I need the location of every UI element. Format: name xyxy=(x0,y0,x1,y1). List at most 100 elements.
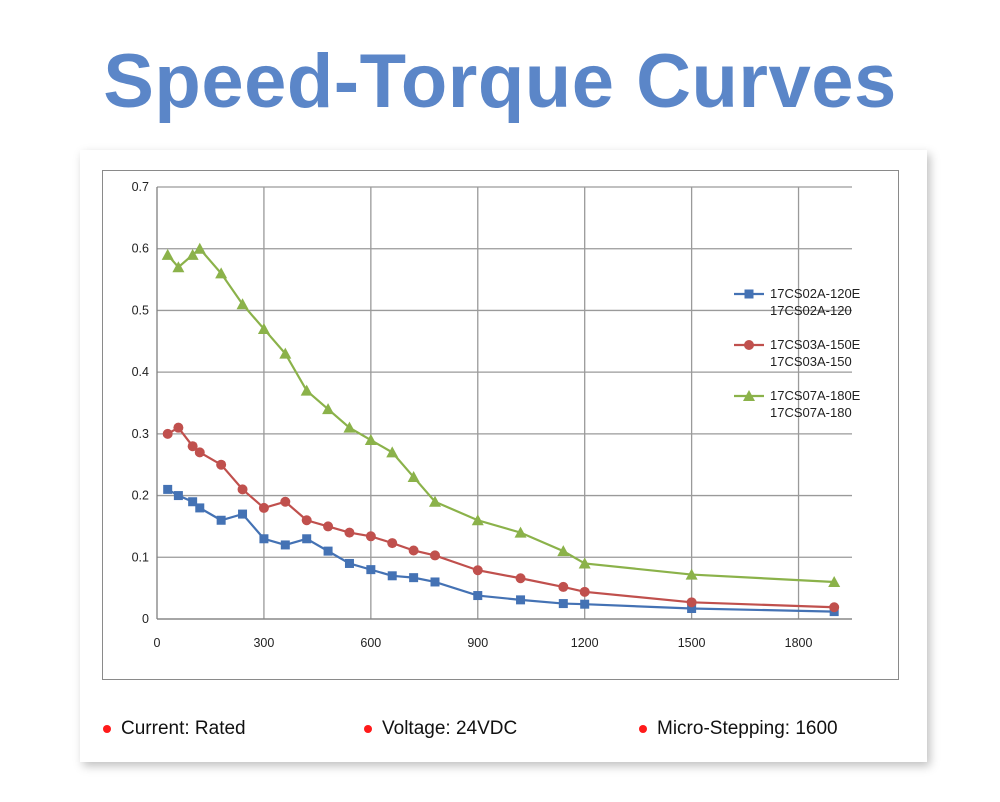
data-point-series-3 xyxy=(322,403,335,415)
data-point-series-2 xyxy=(194,447,205,458)
data-point-series-3 xyxy=(429,495,441,507)
data-point-series-3 xyxy=(407,471,420,483)
data-point-series-3 xyxy=(172,261,185,273)
data-point-series-3 xyxy=(300,384,313,396)
data-point-series-1 xyxy=(280,540,290,550)
data-point-series-2 xyxy=(162,428,173,439)
data-point-series-1 xyxy=(687,604,697,614)
data-point-series-1 xyxy=(323,546,333,556)
data-point-series-3 xyxy=(514,526,527,538)
data-point-series-2 xyxy=(344,527,355,538)
legend-marker xyxy=(743,390,755,401)
data-point-series-1 xyxy=(302,534,312,544)
data-point-series-1 xyxy=(216,515,226,525)
bullet-icon xyxy=(103,725,111,733)
data-point-series-2 xyxy=(430,550,440,561)
x-tick-label: 600 xyxy=(360,636,381,650)
data-point-series-1 xyxy=(238,509,248,519)
chart-frame xyxy=(102,170,899,680)
data-point-series-1 xyxy=(259,534,269,544)
conditions-notes: Current: Rated Voltage: 24VDC Micro-Step… xyxy=(0,718,1000,748)
legend-label: 17CS07A-180E xyxy=(770,388,861,403)
data-point-series-1 xyxy=(580,599,590,609)
x-tick-label: 0 xyxy=(154,636,161,650)
data-point-series-2 xyxy=(515,573,526,584)
data-point-series-1 xyxy=(188,497,198,507)
note-microstepping-label: Micro-Stepping: 1600 xyxy=(657,718,838,739)
y-tick-label: 0.1 xyxy=(132,550,149,564)
data-point-series-3 xyxy=(578,557,591,569)
legend-label: 17CS07A-180 xyxy=(770,405,852,420)
data-point-series-3 xyxy=(193,242,206,254)
speed-torque-chart: 0 0.1 0.2 0.3 0.4 0.5 0.6 0.7 0 300 600 900 1200 1500… xyxy=(132,180,861,650)
note-current-label: Current: Rated xyxy=(121,718,246,739)
data-point-series-1 xyxy=(163,484,173,494)
data-point-series-3 xyxy=(186,248,199,260)
data-point-series-1 xyxy=(195,503,205,513)
series-line-3 xyxy=(166,247,835,584)
note-voltage: Voltage: 24VDC xyxy=(364,718,517,740)
note-current: Current: Rated xyxy=(103,718,246,740)
data-point-series-2 xyxy=(301,515,312,526)
legend-marker xyxy=(744,289,754,299)
legend-label: 17CS03A-150E xyxy=(770,337,861,352)
legend-label: 17CS02A-120E xyxy=(770,286,861,301)
data-point-series-2 xyxy=(472,565,483,576)
data-point-series-3 xyxy=(343,421,356,433)
data-point-series-3 xyxy=(685,568,698,580)
data-point-series-2 xyxy=(408,545,419,556)
x-tick-label: 1500 xyxy=(678,636,706,650)
data-point-series-3 xyxy=(279,347,292,359)
x-tick-label: 1800 xyxy=(785,636,813,650)
x-tick-label: 1200 xyxy=(571,636,599,650)
data-point-series-2 xyxy=(323,521,334,532)
legend-marker xyxy=(744,340,754,350)
data-point-series-2 xyxy=(365,531,376,542)
y-tick-label: 0 xyxy=(142,612,149,626)
note-voltage-label: Voltage: 24VDC xyxy=(382,718,518,739)
data-point-series-1 xyxy=(473,591,483,601)
legend-label: 17CS03A-150 xyxy=(770,354,852,369)
data-point-series-1 xyxy=(430,577,440,587)
data-point-series-2 xyxy=(280,496,291,507)
data-point-series-2 xyxy=(237,484,248,495)
data-point-series-3 xyxy=(161,248,174,260)
y-tick-label: 0.4 xyxy=(132,365,149,379)
x-tick-label: 300 xyxy=(253,636,274,650)
x-tick-label: 900 xyxy=(467,636,488,650)
data-point-series-1 xyxy=(387,571,397,581)
data-point-series-3 xyxy=(557,545,570,557)
data-point-series-2 xyxy=(579,586,590,597)
y-tick-label: 0.2 xyxy=(132,489,149,503)
y-tick-label: 0.7 xyxy=(132,180,149,194)
y-tick-label: 0.3 xyxy=(132,427,149,441)
data-point-series-1 xyxy=(409,573,419,583)
data-point-series-2 xyxy=(558,581,569,592)
data-point-series-1 xyxy=(558,599,568,609)
data-point-series-2 xyxy=(686,597,697,608)
data-point-series-3 xyxy=(236,298,249,310)
data-point-series-3 xyxy=(828,575,841,587)
data-point-series-2 xyxy=(829,602,840,613)
data-point-series-2 xyxy=(387,538,398,549)
data-point-series-1 xyxy=(516,595,526,605)
data-point-series-2 xyxy=(173,422,184,433)
data-point-series-3 xyxy=(386,446,399,458)
data-point-series-1 xyxy=(344,558,354,568)
legend-label: 17CS02A-120 xyxy=(770,303,852,318)
page-title: Speed-Torque Curves xyxy=(103,39,897,124)
y-tick-label: 0.5 xyxy=(132,303,149,317)
data-point-series-3 xyxy=(257,322,270,334)
note-microstepping: Micro-Stepping: 1600 xyxy=(639,718,838,740)
data-point-series-2 xyxy=(187,441,198,452)
data-point-series-3 xyxy=(471,514,484,526)
series-line-2 xyxy=(167,426,835,609)
bullet-icon xyxy=(364,725,372,733)
data-point-series-2 xyxy=(258,502,269,513)
data-point-series-1 xyxy=(366,565,376,575)
data-point-series-2 xyxy=(216,459,227,470)
data-point-series-3 xyxy=(215,267,228,279)
data-point-series-3 xyxy=(364,434,377,446)
data-point-series-1 xyxy=(173,491,183,501)
bullet-icon xyxy=(639,725,647,733)
